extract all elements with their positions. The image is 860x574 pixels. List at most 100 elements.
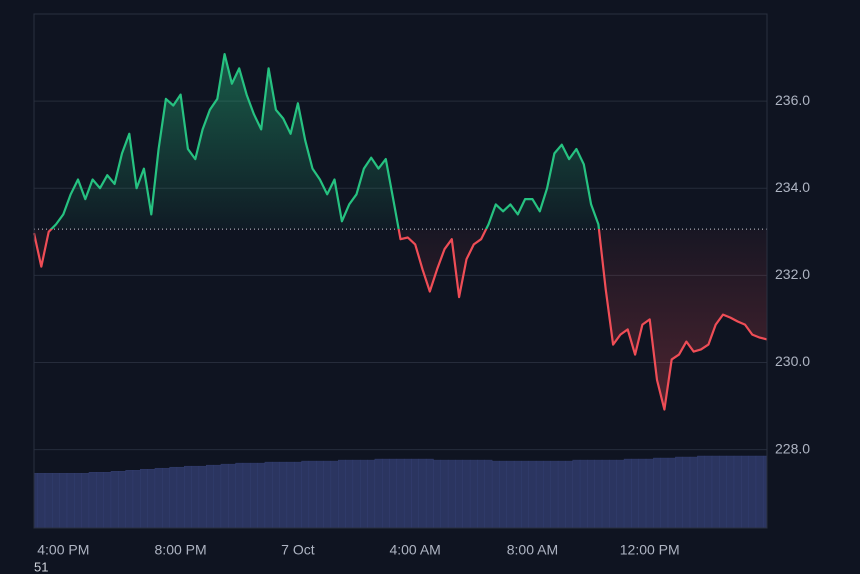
x-tick-label: 7 Oct (281, 542, 315, 558)
volume-bar (103, 472, 112, 529)
volume-bar (631, 458, 639, 529)
plot-frame (33, 13, 768, 529)
volume-bar (323, 460, 332, 529)
volume-bar (645, 458, 654, 529)
volume-bar (535, 460, 544, 529)
volume-bar (675, 456, 683, 529)
volume-bar (213, 464, 222, 529)
volume-bar (440, 459, 449, 529)
volume-bar (543, 460, 551, 529)
volume-bar (337, 459, 346, 529)
volume-bar (59, 473, 68, 529)
volume-bar (499, 460, 507, 529)
volume-bar (272, 461, 280, 529)
volume-bar (81, 473, 90, 529)
x-tick-label: 12:00 PM (620, 542, 680, 558)
volume-bar (733, 455, 742, 529)
volume-bar (469, 459, 478, 529)
volume-bar (601, 459, 610, 529)
volume-bar (345, 459, 354, 529)
volume-bar (374, 458, 383, 529)
volume-bar (308, 460, 317, 529)
volume-bar (110, 471, 119, 529)
volume-bar (250, 462, 258, 529)
volume-bar (521, 460, 529, 529)
y-tick-label: 236.0 (775, 92, 810, 108)
volume-bar (294, 461, 302, 529)
volume-bar (286, 461, 295, 529)
volume-bar (220, 463, 229, 529)
volume-bar (118, 471, 126, 529)
volume-label: 51 (34, 559, 48, 574)
y-tick-label: 228.0 (775, 440, 810, 456)
volume-bar (433, 459, 442, 529)
x-tick-label: 4:00 PM (37, 542, 89, 558)
volume-bar (506, 460, 515, 529)
volume-bar (140, 468, 148, 529)
volume-bar (169, 466, 178, 529)
volume-bar (719, 455, 727, 529)
baseline-area (34, 54, 767, 410)
volume-bar (623, 458, 632, 529)
volume-bar (550, 460, 559, 529)
volume-bar (330, 460, 339, 529)
volume-bar (66, 473, 75, 529)
volume-bar (125, 469, 134, 529)
volume-bar (594, 459, 603, 529)
volume-bar (667, 457, 676, 529)
volume-bar (396, 458, 405, 529)
volume-bar (147, 468, 156, 529)
volume-bar (748, 455, 757, 529)
volume-bar (367, 459, 376, 529)
volume-bar (528, 460, 537, 529)
volume-bar (653, 457, 661, 529)
volume-bar (37, 473, 46, 529)
volume-bar (682, 456, 691, 529)
volume-bar (755, 455, 764, 529)
volume-bar (162, 467, 170, 529)
volume-bar (565, 460, 573, 529)
volume-bar (763, 455, 768, 529)
volume-bar (154, 467, 163, 529)
volume-bar (557, 460, 566, 529)
volume-bar (184, 465, 192, 529)
volume-bar (425, 458, 434, 529)
volume-bar (74, 473, 82, 529)
volume-bar (279, 461, 288, 529)
volume-bar (704, 455, 713, 529)
volume-bar (726, 455, 735, 529)
x-tick-label: 4:00 AM (389, 542, 440, 558)
volume-bar (228, 463, 236, 529)
x-tick-label: 8:00 AM (507, 542, 558, 558)
volume-bar (697, 455, 705, 529)
volume-bar (132, 469, 141, 529)
volume-bar (389, 458, 398, 529)
volume-bar (638, 458, 647, 529)
volume-bar (418, 458, 427, 529)
volume-bar (579, 459, 588, 529)
volume-bar (198, 465, 207, 529)
price-line (32, 53, 768, 411)
volume-bar (359, 459, 368, 529)
volume-bar (191, 465, 200, 529)
y-tick-label: 234.0 (775, 179, 810, 195)
volume-bar (176, 466, 185, 529)
volume-bar (660, 457, 669, 529)
volume-bar (711, 455, 720, 529)
volume-bar (484, 459, 493, 529)
y-tick-label: 230.0 (775, 353, 810, 369)
volume-bar (491, 460, 500, 529)
volume-bar (264, 461, 273, 529)
x-tick-label: 8:00 PM (155, 542, 207, 558)
volume-bar (301, 460, 310, 529)
volume-bar (513, 460, 522, 529)
volume-bar (477, 459, 485, 529)
volume-bar (455, 459, 464, 529)
volume-bar (44, 473, 53, 529)
volume-bar (616, 459, 625, 529)
volume-bar (381, 458, 390, 529)
volume-bar (411, 458, 420, 529)
volume-bar (462, 459, 471, 529)
